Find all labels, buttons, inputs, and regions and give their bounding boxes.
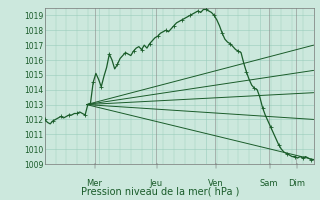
Text: |: | bbox=[214, 163, 217, 168]
Text: |: | bbox=[295, 163, 297, 168]
Text: Pression niveau de la mer( hPa ): Pression niveau de la mer( hPa ) bbox=[81, 186, 239, 196]
Text: Sam: Sam bbox=[260, 179, 278, 188]
Text: |: | bbox=[93, 163, 96, 168]
Text: |: | bbox=[155, 163, 157, 168]
Text: Dim: Dim bbox=[288, 179, 305, 188]
Text: Ven: Ven bbox=[208, 179, 223, 188]
Text: Jeu: Jeu bbox=[150, 179, 163, 188]
Text: |: | bbox=[268, 163, 270, 168]
Text: Mer: Mer bbox=[86, 179, 102, 188]
